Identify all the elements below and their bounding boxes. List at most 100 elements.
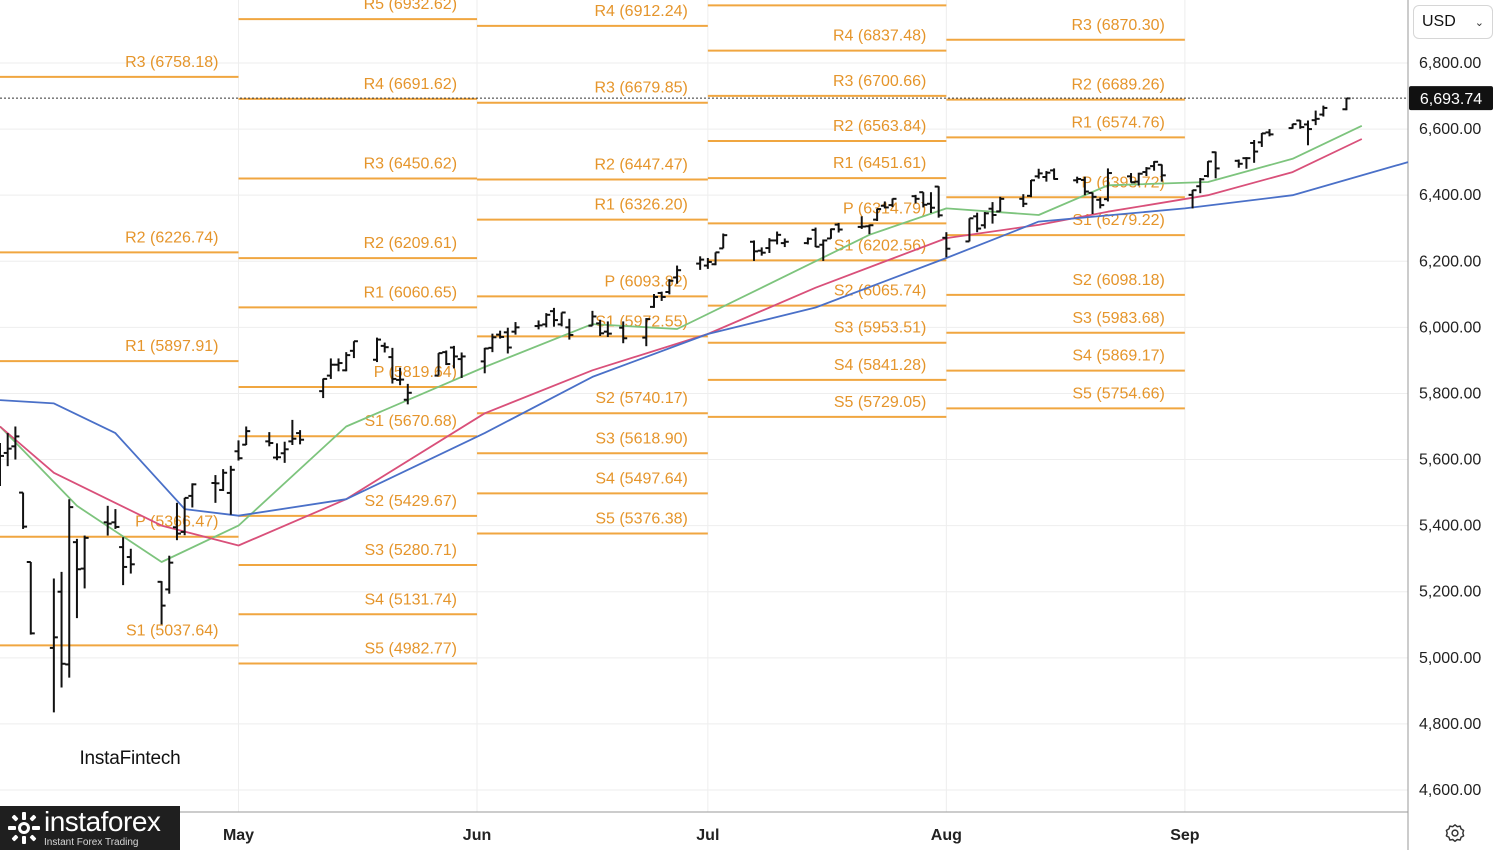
pivot-label: S5 (5376.38) <box>595 510 688 527</box>
ohlc-bar <box>403 383 412 405</box>
pivot-label: S1 (5670.68) <box>365 413 458 430</box>
ohlc-bar <box>119 537 128 586</box>
pivot-label: R2 (6209.61) <box>364 235 457 252</box>
ohlc-bar <box>973 212 982 233</box>
y-tick-label: 5,800.00 <box>1419 385 1481 402</box>
pivot-label: S4 (5497.64) <box>595 470 688 487</box>
ohlc-bar <box>234 440 243 461</box>
ohlc-bar <box>873 208 882 221</box>
pivot-label: S5 (4982.77) <box>365 641 458 658</box>
ohlc-bar <box>1034 168 1043 179</box>
ohlc-bar <box>157 580 166 625</box>
ohlc-bar <box>1150 160 1159 171</box>
ohlc-bar <box>1127 173 1136 184</box>
ohlc-bar <box>0 443 4 486</box>
ohlc-bar <box>780 238 789 248</box>
ohlc-bar <box>1019 194 1028 208</box>
ohlc-bar <box>172 502 181 541</box>
pivot-label: P (6314.79) <box>843 200 926 217</box>
ohlc-bar <box>396 367 405 386</box>
ohlc-bar <box>1188 189 1197 209</box>
pivot-label: R3 (6758.18) <box>125 54 218 71</box>
ohlc-bar <box>919 191 928 208</box>
pivot-label: R5 (6932.62) <box>364 0 457 13</box>
pivot-label: S4 (5841.28) <box>834 357 927 374</box>
ohlc-bar <box>296 430 305 445</box>
pivot-label: S3 (5618.90) <box>595 430 688 447</box>
logo-name: instaforex <box>44 806 161 837</box>
ohlc-bar <box>1319 105 1328 117</box>
ohlc-bar <box>457 352 466 378</box>
pivot-label: S2 (5429.67) <box>365 493 458 510</box>
ohlc-bar <box>942 232 951 258</box>
ohlc-bar <box>826 228 835 240</box>
ohlc-bar <box>49 578 58 713</box>
pivot-label: R2 (6226.74) <box>125 229 218 246</box>
ohlc-bar <box>1303 120 1312 146</box>
x-tick-label: Aug <box>931 827 962 844</box>
ohlc-bar <box>657 291 666 301</box>
pivot-label: R3 (6450.62) <box>364 155 457 172</box>
last-price-tag <box>1409 86 1493 111</box>
ohlc-bar <box>449 345 458 369</box>
y-tick-label: 5,600.00 <box>1419 452 1481 469</box>
ohlc-bar <box>603 321 612 337</box>
ohlc-bar <box>211 475 220 503</box>
ohlc-bar <box>1088 191 1097 215</box>
ohlc-bar <box>665 279 674 295</box>
ohlc-bar <box>19 491 28 529</box>
ohlc-bar <box>1026 179 1035 198</box>
pivot-label: S1 (5972.55) <box>595 313 688 330</box>
ohlc-bar <box>319 377 328 399</box>
pivot-label: S5 (5729.05) <box>834 394 927 411</box>
ohlc-bar <box>980 212 989 229</box>
ohlc-bar <box>819 239 828 261</box>
ohlc-bar <box>811 227 820 248</box>
ohlc-bar <box>865 224 874 235</box>
pivot-label: S3 (5953.51) <box>834 320 927 337</box>
pivot-label: R3 (6870.30) <box>1071 17 1164 34</box>
ohlc-bar <box>272 443 281 461</box>
ohlc-bar <box>1342 97 1351 111</box>
y-tick-label: 6,200.00 <box>1419 253 1481 270</box>
pivot-label: R1 (6574.76) <box>1071 114 1164 131</box>
ohlc-bar <box>280 441 289 463</box>
y-tick-label: 4,600.00 <box>1419 782 1481 799</box>
ohlc-bar <box>619 321 628 344</box>
ohlc-bar <box>72 538 81 619</box>
ohlc-bar <box>349 340 358 359</box>
ohlc-bar <box>911 194 920 204</box>
y-tick-label: 6,000.00 <box>1419 319 1481 336</box>
ohlc-bar <box>1073 176 1082 184</box>
moving-average-line <box>0 161 1409 517</box>
ohlc-bar <box>1311 110 1320 126</box>
last-price-label: 6,693.74 <box>1420 91 1482 108</box>
ohlc-bar <box>57 571 66 688</box>
ohlc-bar <box>380 342 389 353</box>
ohlc-bar <box>434 352 443 377</box>
settings-button[interactable] <box>1440 820 1470 848</box>
ohlc-bar <box>857 216 866 229</box>
ohlc-bar <box>1288 123 1297 130</box>
ohlc-bar <box>542 313 551 328</box>
ohlc-bar <box>503 327 512 354</box>
ohlc-bar <box>3 433 12 467</box>
ohlc-bar <box>373 337 382 363</box>
ohlc-bar <box>442 350 451 366</box>
pivot-label: P (6093.82) <box>605 273 688 290</box>
ohlc-bar <box>1265 129 1274 137</box>
currency-select[interactable]: USD ⌄ <box>1413 5 1493 39</box>
ohlc-bar <box>26 560 35 635</box>
ohlc-bar <box>773 231 782 245</box>
y-tick-label: 6,800.00 <box>1419 55 1481 72</box>
y-tick-label: 6,600.00 <box>1419 121 1481 138</box>
ohlc-bar <box>1234 159 1243 168</box>
ohlc-bar <box>219 469 228 491</box>
instaforex-logo: instaforex Instant Forex Trading <box>0 806 180 850</box>
pivot-label: P (5819.64) <box>374 364 457 381</box>
ohlc-bar <box>1203 160 1212 178</box>
y-tick-label: 5,200.00 <box>1419 584 1481 601</box>
pivot-label: R3 (6679.85) <box>594 80 687 97</box>
